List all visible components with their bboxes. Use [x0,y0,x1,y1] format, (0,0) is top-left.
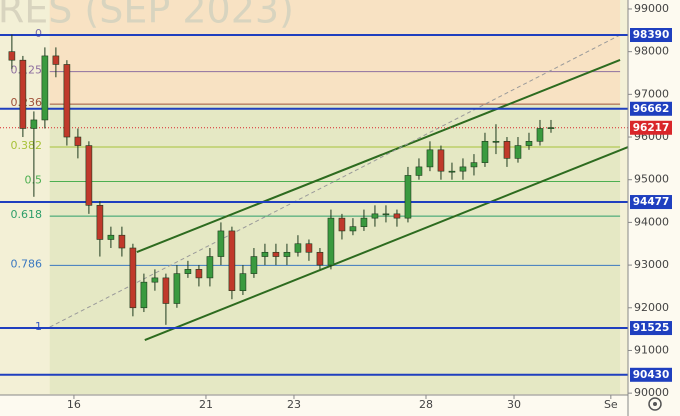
candle-body [371,213,379,219]
level-label-box [630,321,672,336]
candle-body [514,145,522,159]
candle-body [118,234,126,249]
level-label-box [630,28,672,43]
candle-body [85,145,93,206]
candle-body [349,226,357,232]
candle-body [316,251,324,266]
level-label-box [630,195,672,210]
fib-label: 0.236 [11,96,43,109]
level-label-box [630,101,672,116]
fib-label: 0.786 [11,257,43,270]
x-tick-label: 16 [67,398,81,411]
settings-icon-center [653,402,657,406]
candle-body [415,166,423,176]
candle-body [41,55,49,121]
candle-body [338,217,346,232]
candle-body [228,230,236,291]
fib-label: 1 [35,320,42,333]
candle-body [129,247,137,309]
candle-body [360,217,368,227]
level-label: 94477 [633,196,670,208]
candle-body [327,217,335,266]
y-tick-label: 97000 [634,87,669,100]
candle-body [250,256,258,274]
candle-body [437,149,445,172]
candle-body [162,277,170,304]
candle-body [19,59,27,129]
candle-body [206,256,214,279]
x-tick-label: 23 [287,398,301,411]
y-tick-label: 93000 [634,258,669,271]
x-tick-label: 21 [199,398,213,411]
level-label: 96662 [633,103,670,115]
candle-body [294,243,302,253]
candle-body [382,213,390,216]
fib-label: 0.5 [25,174,43,187]
last-price-box [630,120,672,135]
y-tick-label: 98000 [634,45,669,58]
x-tick-label: 28 [419,398,433,411]
candle-body [470,162,478,168]
x-tick-label: 30 [507,398,521,411]
candle-body [492,140,500,143]
candle-body [52,55,60,65]
time-axis-panel [0,395,628,416]
candle-body [393,213,401,219]
level-label: 90430 [633,369,670,381]
x-tick-label: Se [604,398,618,411]
candle-body [63,64,71,138]
trendline [136,59,621,253]
candle-body [151,277,159,283]
candle-body [272,251,280,257]
candle-body [305,243,313,253]
candle-body [217,230,225,257]
y-tick-label: 94000 [634,215,669,228]
candle-body [195,269,203,279]
fib-label: 0 [35,27,42,40]
watermark: URES (SEP 2023) [0,0,294,32]
y-tick-label: 99000 [634,2,669,15]
candle-body [503,140,511,159]
candle-body [74,136,82,146]
candle-body [525,140,533,146]
candle-body [184,269,192,274]
level-label-box [630,367,672,382]
candle-body [536,128,544,142]
candle-body [426,149,434,168]
candle-body [239,273,247,291]
candle-body [448,170,456,173]
candle-body [481,140,489,163]
trendline [49,34,621,328]
candle-body [261,251,269,257]
candle-body [173,273,181,304]
y-tick-label: 95000 [634,173,669,186]
fib-label: 0.382 [11,139,43,152]
candle-body [283,251,291,257]
level-label: 98390 [633,29,670,41]
candle-body [107,234,115,240]
candle-body [8,51,16,61]
y-tick-label: 92000 [634,301,669,314]
trendline [144,146,629,342]
level-label: 91525 [633,322,670,334]
fib-label: 0.125 [11,64,43,77]
candle-body [30,119,38,129]
fib-label: 0.618 [11,208,43,221]
fib-zone-top [49,0,621,105]
y-tick-label: 90000 [634,386,669,399]
candle-body [459,166,467,172]
candle-body [96,205,104,240]
settings-icon[interactable] [648,397,662,411]
candle-body [404,175,412,219]
candle-body [547,127,555,129]
candle-body [140,281,148,309]
last-price-label: 96217 [633,122,670,134]
y-tick-label: 91000 [634,343,669,356]
